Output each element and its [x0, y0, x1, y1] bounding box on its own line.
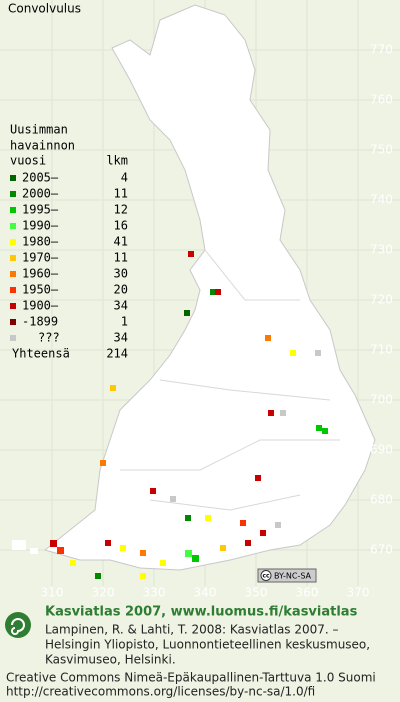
observation-squares: [50, 251, 328, 579]
easting-label: 350: [245, 586, 268, 600]
islands: [12, 540, 38, 554]
license-badge: cc BY-NC-SA: [257, 568, 317, 583]
map-title: Convolvulus: [8, 2, 81, 16]
easting-label: 370: [347, 586, 370, 600]
legend-count: 11: [114, 251, 128, 265]
legend-col-year: vuosi: [10, 154, 46, 168]
legend-count: 4: [121, 171, 128, 185]
northing-label: 700: [370, 393, 393, 407]
northing-label: 670: [370, 543, 393, 557]
northing-label: 770: [370, 43, 393, 57]
legend-label: 1970–: [22, 251, 59, 265]
legend-count: 11: [114, 187, 128, 201]
legend-swatch: [10, 223, 16, 229]
license-line: http://creativecommons.org/licenses/by-n…: [6, 685, 315, 699]
citation-line: Helsingin Yliopisto, Luonnontieteellinen…: [45, 638, 370, 652]
legend-label: 1995–: [22, 203, 59, 217]
license-badge-text: BY-NC-SA: [274, 572, 312, 581]
legend-swatch: [10, 271, 16, 277]
legend-count: 1: [121, 315, 128, 329]
easting-label: 330: [143, 586, 166, 600]
legend-label: -1899: [22, 315, 58, 329]
legend-label: 2000–: [22, 187, 59, 201]
legend-label: ???: [38, 331, 60, 345]
legend-count: 12: [114, 203, 128, 217]
legend-count: 30: [114, 267, 128, 281]
legend-label: 1900–: [22, 299, 59, 313]
legend-count: 34: [114, 331, 128, 345]
easting-label: 360: [296, 586, 319, 600]
footer: Lampinen, R. & Lahti, T. 2008: Kasviatla…: [6, 623, 376, 699]
region-borders: [120, 249, 340, 511]
northing-label: 750: [370, 143, 393, 157]
legend-count: 41: [114, 235, 128, 249]
northing-label: 730: [370, 243, 393, 257]
legend-heading: havainnon: [10, 139, 75, 153]
easting-label: 320: [92, 586, 115, 600]
northing-label: 680: [370, 493, 393, 507]
legend-count: 16: [114, 219, 128, 233]
legend-swatch: [10, 319, 16, 325]
legend-total: 214: [106, 347, 128, 361]
northing-label: 690: [370, 443, 393, 457]
citation-line: Lampinen, R. & Lahti, T. 2008: Kasviatla…: [45, 623, 339, 637]
legend-swatch: [10, 239, 16, 245]
legend-swatch: [10, 303, 16, 309]
citation-line: Kasvimuseo, Helsinki.: [45, 653, 176, 667]
easting-label: 340: [194, 586, 217, 600]
legend-swatch: [10, 255, 16, 261]
legend-count: 34: [114, 299, 128, 313]
legend-swatch: [10, 191, 16, 197]
legend-swatch: [10, 335, 16, 341]
legend-label: 2005–: [22, 171, 59, 185]
finland-outline: [43, 4, 376, 571]
license-line: Creative Commons Nimeä-Epäkaupallinen-Ta…: [6, 671, 376, 685]
northing-label: 720: [370, 293, 393, 307]
northing-label: 740: [370, 193, 393, 207]
coordinate-labels: 770 760 750 740 730 720 710 700 690 680 670 310 320 3…: [41, 43, 393, 600]
legend-label: 1980–: [22, 235, 59, 249]
legend-count: 20: [114, 283, 128, 297]
legend-swatch: [10, 287, 16, 293]
logo: [5, 612, 31, 638]
northing-label: 760: [370, 93, 393, 107]
legend-label: 1950–: [22, 283, 59, 297]
northing-label: 710: [370, 343, 393, 357]
site-title: Kasviatlas 2007, www.luomus.fi/kasviatla…: [45, 605, 358, 620]
svg-text:cc: cc: [262, 573, 270, 580]
legend-heading: Uusimman: [10, 123, 68, 137]
legend-label: 1990–: [22, 219, 59, 233]
legend-label: 1960–: [22, 267, 59, 281]
legend-col-count: lkm: [106, 154, 128, 168]
legend-total-label: Yhteensä: [12, 347, 70, 361]
easting-label: 310: [41, 586, 64, 600]
legend-swatch: [10, 207, 16, 213]
legend-swatch: [10, 175, 16, 181]
